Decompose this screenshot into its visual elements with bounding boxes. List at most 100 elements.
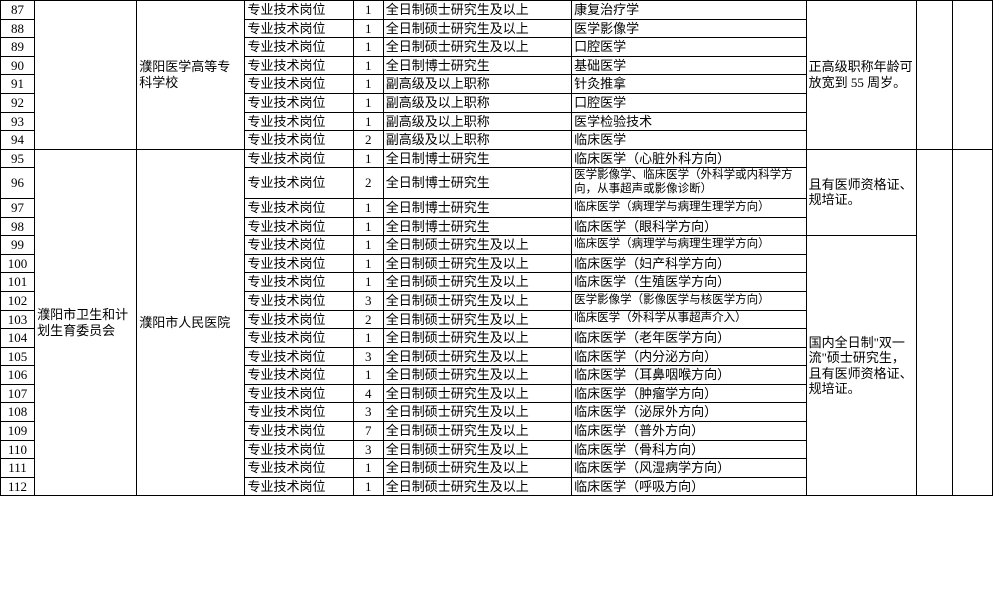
education-req: 副高级及以上职称 [383, 112, 571, 131]
post-type: 专业技术岗位 [245, 19, 353, 38]
major: 临床医学（泌尿外方向） [572, 403, 806, 422]
post-type: 专业技术岗位 [245, 403, 353, 422]
org-level2: 濮阳市人民医院 [137, 149, 245, 496]
quantity: 1 [353, 112, 383, 131]
post-type: 专业技术岗位 [245, 168, 353, 199]
education-req: 全日制博士研究生 [383, 217, 571, 236]
quantity: 1 [353, 459, 383, 478]
major: 医学影像学 [572, 19, 806, 38]
quantity: 1 [353, 56, 383, 75]
row-number: 107 [1, 384, 35, 403]
post-type: 专业技术岗位 [245, 366, 353, 385]
row-number: 106 [1, 366, 35, 385]
post-type: 专业技术岗位 [245, 347, 353, 366]
major: 临床医学（心脏外科方向） [572, 149, 806, 168]
post-type: 专业技术岗位 [245, 236, 353, 255]
quantity: 1 [353, 149, 383, 168]
education-req: 全日制硕士研究生及以上 [383, 422, 571, 441]
recruitment-table: 87濮阳医学高等专科学校专业技术岗位1全日制硕士研究生及以上康复治疗学正高级职称… [0, 0, 993, 496]
major: 临床医学（生殖医学方向） [572, 273, 806, 292]
quantity: 3 [353, 291, 383, 310]
major: 医学影像学、临床医学（外科学或内科学方向，从事超声或影像诊断） [572, 168, 806, 199]
post-type: 专业技术岗位 [245, 422, 353, 441]
quantity: 1 [353, 217, 383, 236]
major: 临床医学（外科学从事超声介入） [572, 310, 806, 329]
org-level2: 濮阳医学高等专科学校 [137, 1, 245, 150]
row-number: 99 [1, 236, 35, 255]
quantity: 2 [353, 131, 383, 150]
education-req: 全日制硕士研究生及以上 [383, 236, 571, 255]
major: 医学影像学（影像医学与核医学方向） [572, 291, 806, 310]
major: 口腔医学 [572, 38, 806, 57]
quantity: 2 [353, 310, 383, 329]
education-req: 全日制硕士研究生及以上 [383, 38, 571, 57]
post-type: 专业技术岗位 [245, 75, 353, 94]
education-req: 全日制硕士研究生及以上 [383, 329, 571, 348]
post-type: 专业技术岗位 [245, 291, 353, 310]
quantity: 3 [353, 440, 383, 459]
major: 临床医学（内分泌方向） [572, 347, 806, 366]
major: 康复治疗学 [572, 1, 806, 20]
quantity: 1 [353, 75, 383, 94]
major: 口腔医学 [572, 93, 806, 112]
row-number: 89 [1, 38, 35, 57]
education-req: 全日制硕士研究生及以上 [383, 254, 571, 273]
post-type: 专业技术岗位 [245, 384, 353, 403]
major: 临床医学（普外方向） [572, 422, 806, 441]
quantity: 4 [353, 384, 383, 403]
education-req: 全日制硕士研究生及以上 [383, 273, 571, 292]
quantity: 1 [353, 236, 383, 255]
row-number: 95 [1, 149, 35, 168]
quantity: 1 [353, 273, 383, 292]
quantity: 1 [353, 477, 383, 496]
education-req: 全日制博士研究生 [383, 56, 571, 75]
education-req: 全日制硕士研究生及以上 [383, 347, 571, 366]
quantity: 3 [353, 347, 383, 366]
quantity: 3 [353, 403, 383, 422]
watermark-text: 新濮阳 [900, 571, 963, 601]
post-type: 专业技术岗位 [245, 459, 353, 478]
education-req: 全日制博士研究生 [383, 168, 571, 199]
education-req: 全日制博士研究生 [383, 198, 571, 217]
row-number: 110 [1, 440, 35, 459]
row-number: 96 [1, 168, 35, 199]
major: 医学检验技术 [572, 112, 806, 131]
major: 临床医学（骨科方向） [572, 440, 806, 459]
row-number: 109 [1, 422, 35, 441]
major: 临床医学（老年医学方向） [572, 329, 806, 348]
row-number: 90 [1, 56, 35, 75]
education-req: 全日制博士研究生 [383, 149, 571, 168]
empty-col [916, 1, 952, 150]
major: 临床医学（妇产科学方向） [572, 254, 806, 273]
row-number: 87 [1, 1, 35, 20]
post-type: 专业技术岗位 [245, 149, 353, 168]
quantity: 1 [353, 198, 383, 217]
education-req: 全日制硕士研究生及以上 [383, 310, 571, 329]
education-req: 全日制硕士研究生及以上 [383, 403, 571, 422]
row-number: 88 [1, 19, 35, 38]
post-type: 专业技术岗位 [245, 440, 353, 459]
row-number: 111 [1, 459, 35, 478]
major: 临床医学（眼科学方向） [572, 217, 806, 236]
row-number: 101 [1, 273, 35, 292]
row-number: 112 [1, 477, 35, 496]
major: 临床医学 [572, 131, 806, 150]
major: 临床医学（肿瘤学方向） [572, 384, 806, 403]
education-req: 副高级及以上职称 [383, 93, 571, 112]
row-number: 102 [1, 291, 35, 310]
org-level1 [35, 1, 137, 150]
post-type: 专业技术岗位 [245, 254, 353, 273]
post-type: 专业技术岗位 [245, 477, 353, 496]
row-number: 98 [1, 217, 35, 236]
quantity: 1 [353, 254, 383, 273]
education-req: 副高级及以上职称 [383, 75, 571, 94]
education-req: 全日制硕士研究生及以上 [383, 384, 571, 403]
empty-col [916, 149, 952, 496]
major: 针灸推拿 [572, 75, 806, 94]
row-number: 104 [1, 329, 35, 348]
post-type: 专业技术岗位 [245, 56, 353, 75]
watermark: ✦ 新濮阳 [862, 571, 963, 601]
row-number: 94 [1, 131, 35, 150]
major: 临床医学（耳鼻咽喉方向） [572, 366, 806, 385]
education-req: 全日制硕士研究生及以上 [383, 291, 571, 310]
